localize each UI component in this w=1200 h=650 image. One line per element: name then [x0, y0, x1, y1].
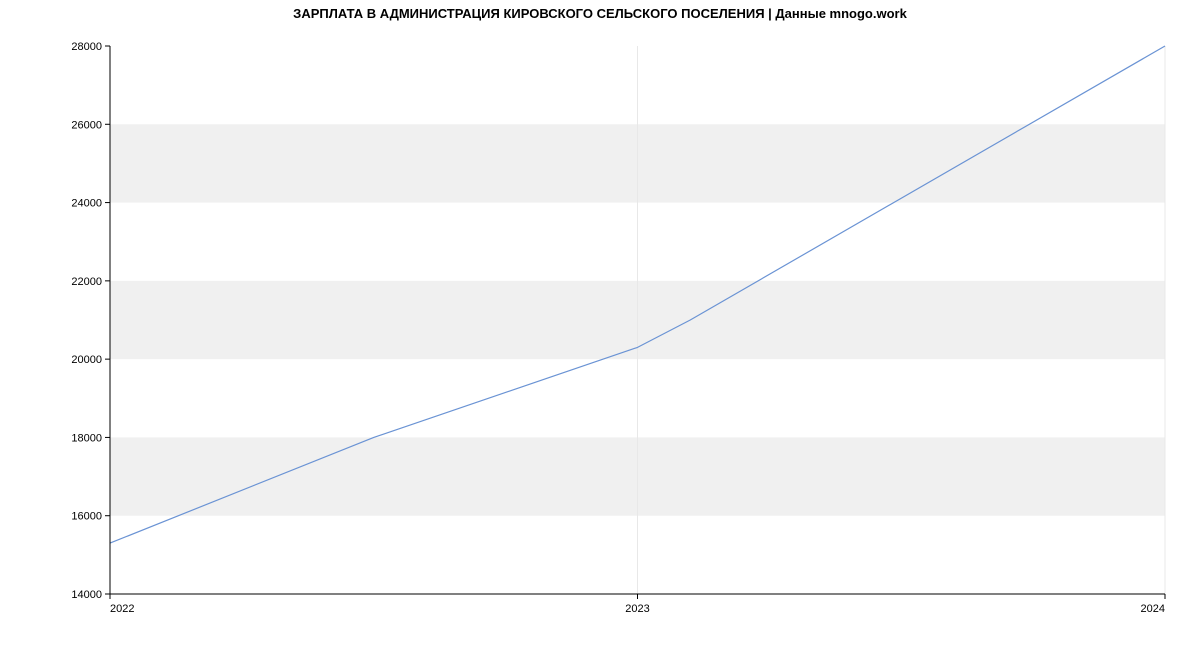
- x-tick-label: 2023: [625, 603, 649, 615]
- y-tick-label: 16000: [71, 511, 102, 523]
- x-tick-label: 2022: [110, 603, 134, 615]
- y-tick-label: 14000: [71, 589, 102, 601]
- y-tick-label: 22000: [71, 276, 102, 288]
- y-tick-label: 28000: [71, 41, 102, 53]
- chart-svg: 14000 16000 18000 20000 22000 24000 26000 28000…: [0, 0, 1200, 650]
- y-tick-label: 26000: [71, 119, 102, 131]
- y-tick-label: 24000: [71, 198, 102, 210]
- salary-line-chart: ЗАРПЛАТА В АДМИНИСТРАЦИЯ КИРОВСКОГО СЕЛЬ…: [0, 0, 1200, 650]
- y-tick-label: 20000: [71, 354, 102, 366]
- x-tick-label: 2024: [1141, 603, 1165, 615]
- y-tick-label: 18000: [71, 432, 102, 444]
